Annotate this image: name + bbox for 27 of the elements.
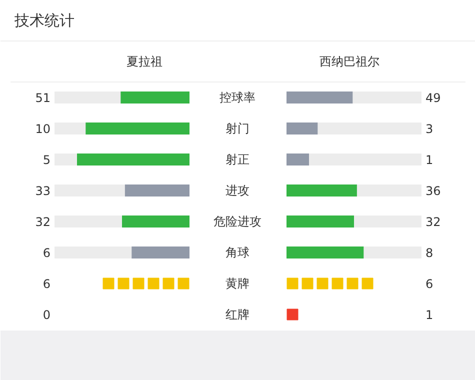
- data-label: 1: [426, 153, 434, 167]
- data-label: 6: [426, 277, 434, 291]
- text: 夏拉祖: [126, 54, 162, 68]
- data-label: 10: [35, 122, 51, 136]
- text: 西纳巴祖尔: [320, 54, 380, 68]
- data-label: 5: [42, 153, 51, 167]
- category-label: 射正: [226, 152, 250, 166]
- text: 技术统计: [14, 12, 74, 30]
- data-label: 32: [35, 215, 51, 229]
- data-label: 6: [42, 246, 51, 260]
- data-label: 36: [426, 184, 441, 198]
- data-label: 49: [426, 91, 441, 105]
- data-label: 3: [426, 122, 434, 136]
- data-label: 32: [426, 215, 441, 229]
- category-label: 危险进攻: [214, 214, 262, 228]
- category-label: 控球率: [220, 90, 256, 104]
- category-label: 角球: [226, 246, 250, 260]
- category-label: 射门: [226, 122, 250, 136]
- category-label: 进攻: [226, 184, 250, 198]
- data-label: 0: [42, 308, 51, 322]
- data-label: 1: [426, 308, 434, 322]
- data-label: 33: [35, 184, 51, 198]
- data-label: 6: [42, 277, 51, 291]
- data-label: 51: [35, 91, 51, 105]
- data-label: 8: [426, 246, 434, 260]
- category-label: 黄牌: [226, 276, 250, 290]
- category-label: 红牌: [226, 308, 250, 322]
